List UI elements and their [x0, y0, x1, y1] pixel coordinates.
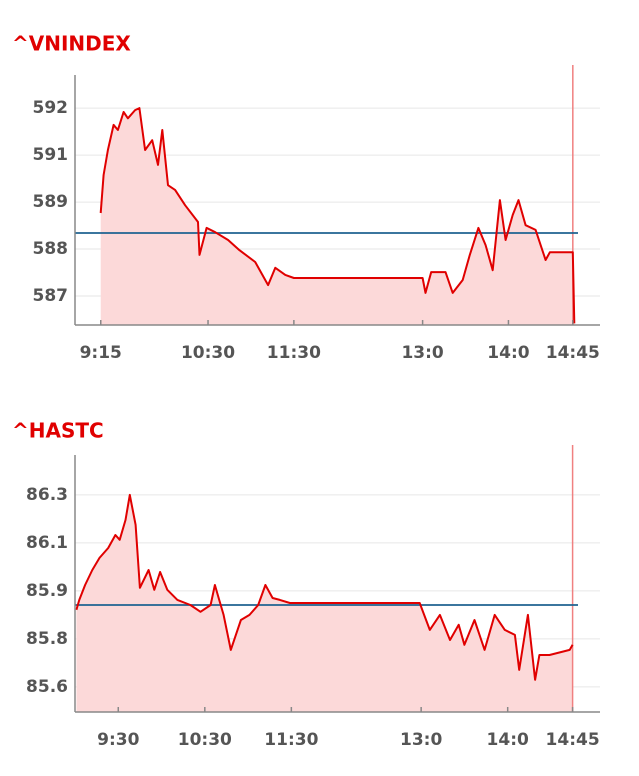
x-tick-label: 13:0 [401, 343, 443, 363]
x-tick-label: 14:45 [546, 343, 600, 363]
x-tick-label: 14:0 [487, 730, 529, 750]
price-line [99, 107, 576, 324]
y-tick-label: 589 [33, 192, 69, 212]
x-tick-label: 10:30 [178, 730, 232, 750]
x-tick-label: 11:30 [264, 730, 318, 750]
y-tick-label: 85.6 [26, 677, 68, 697]
y-tick-label: 85.8 [26, 629, 68, 649]
y-tick-label: 86.1 [26, 533, 68, 553]
x-tick-label: 9:30 [97, 730, 139, 750]
x-tick-label: 10:30 [181, 343, 235, 363]
chart-title: ^VNINDEX [12, 32, 131, 56]
chart-title: ^HASTC [12, 419, 104, 443]
price-line [75, 493, 574, 681]
x-tick-label: 13:0 [400, 730, 442, 750]
y-tick-label: 587 [33, 286, 69, 306]
y-tick-label: 592 [33, 98, 69, 118]
area [100, 108, 575, 325]
y-tick-label: 591 [33, 145, 69, 165]
x-tick-label: 14:45 [546, 730, 600, 750]
x-tick-label: 9:15 [80, 343, 122, 363]
x-tick-label: 11:30 [267, 343, 321, 363]
x-tick-label: 14:0 [487, 343, 529, 363]
y-tick-label: 588 [33, 239, 69, 259]
y-tick-label: 86.3 [26, 485, 68, 505]
y-tick-label: 85.9 [26, 581, 68, 601]
